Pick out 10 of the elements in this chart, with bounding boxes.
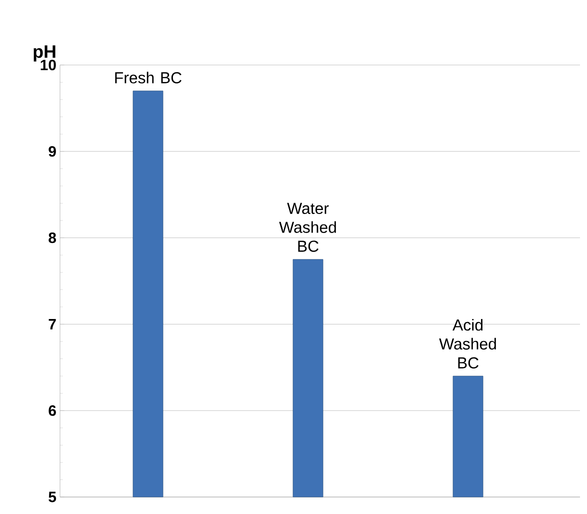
x-tick-label: Water Washed BC	[279, 202, 336, 252]
y-tick-label: 6	[48, 405, 56, 416]
y-tick-label: 7	[48, 319, 56, 330]
x-tick-label: Fresh BC	[115, 72, 182, 84]
y-tick-label: 9	[48, 146, 56, 157]
y-tick-label: 10	[40, 60, 56, 70]
y-axis-title: pH	[34, 45, 56, 62]
x-tick-label: Acid Washed BC	[439, 318, 496, 369]
y-tick-label: 5	[48, 492, 56, 502]
y-tick-label: 8	[48, 232, 56, 244]
